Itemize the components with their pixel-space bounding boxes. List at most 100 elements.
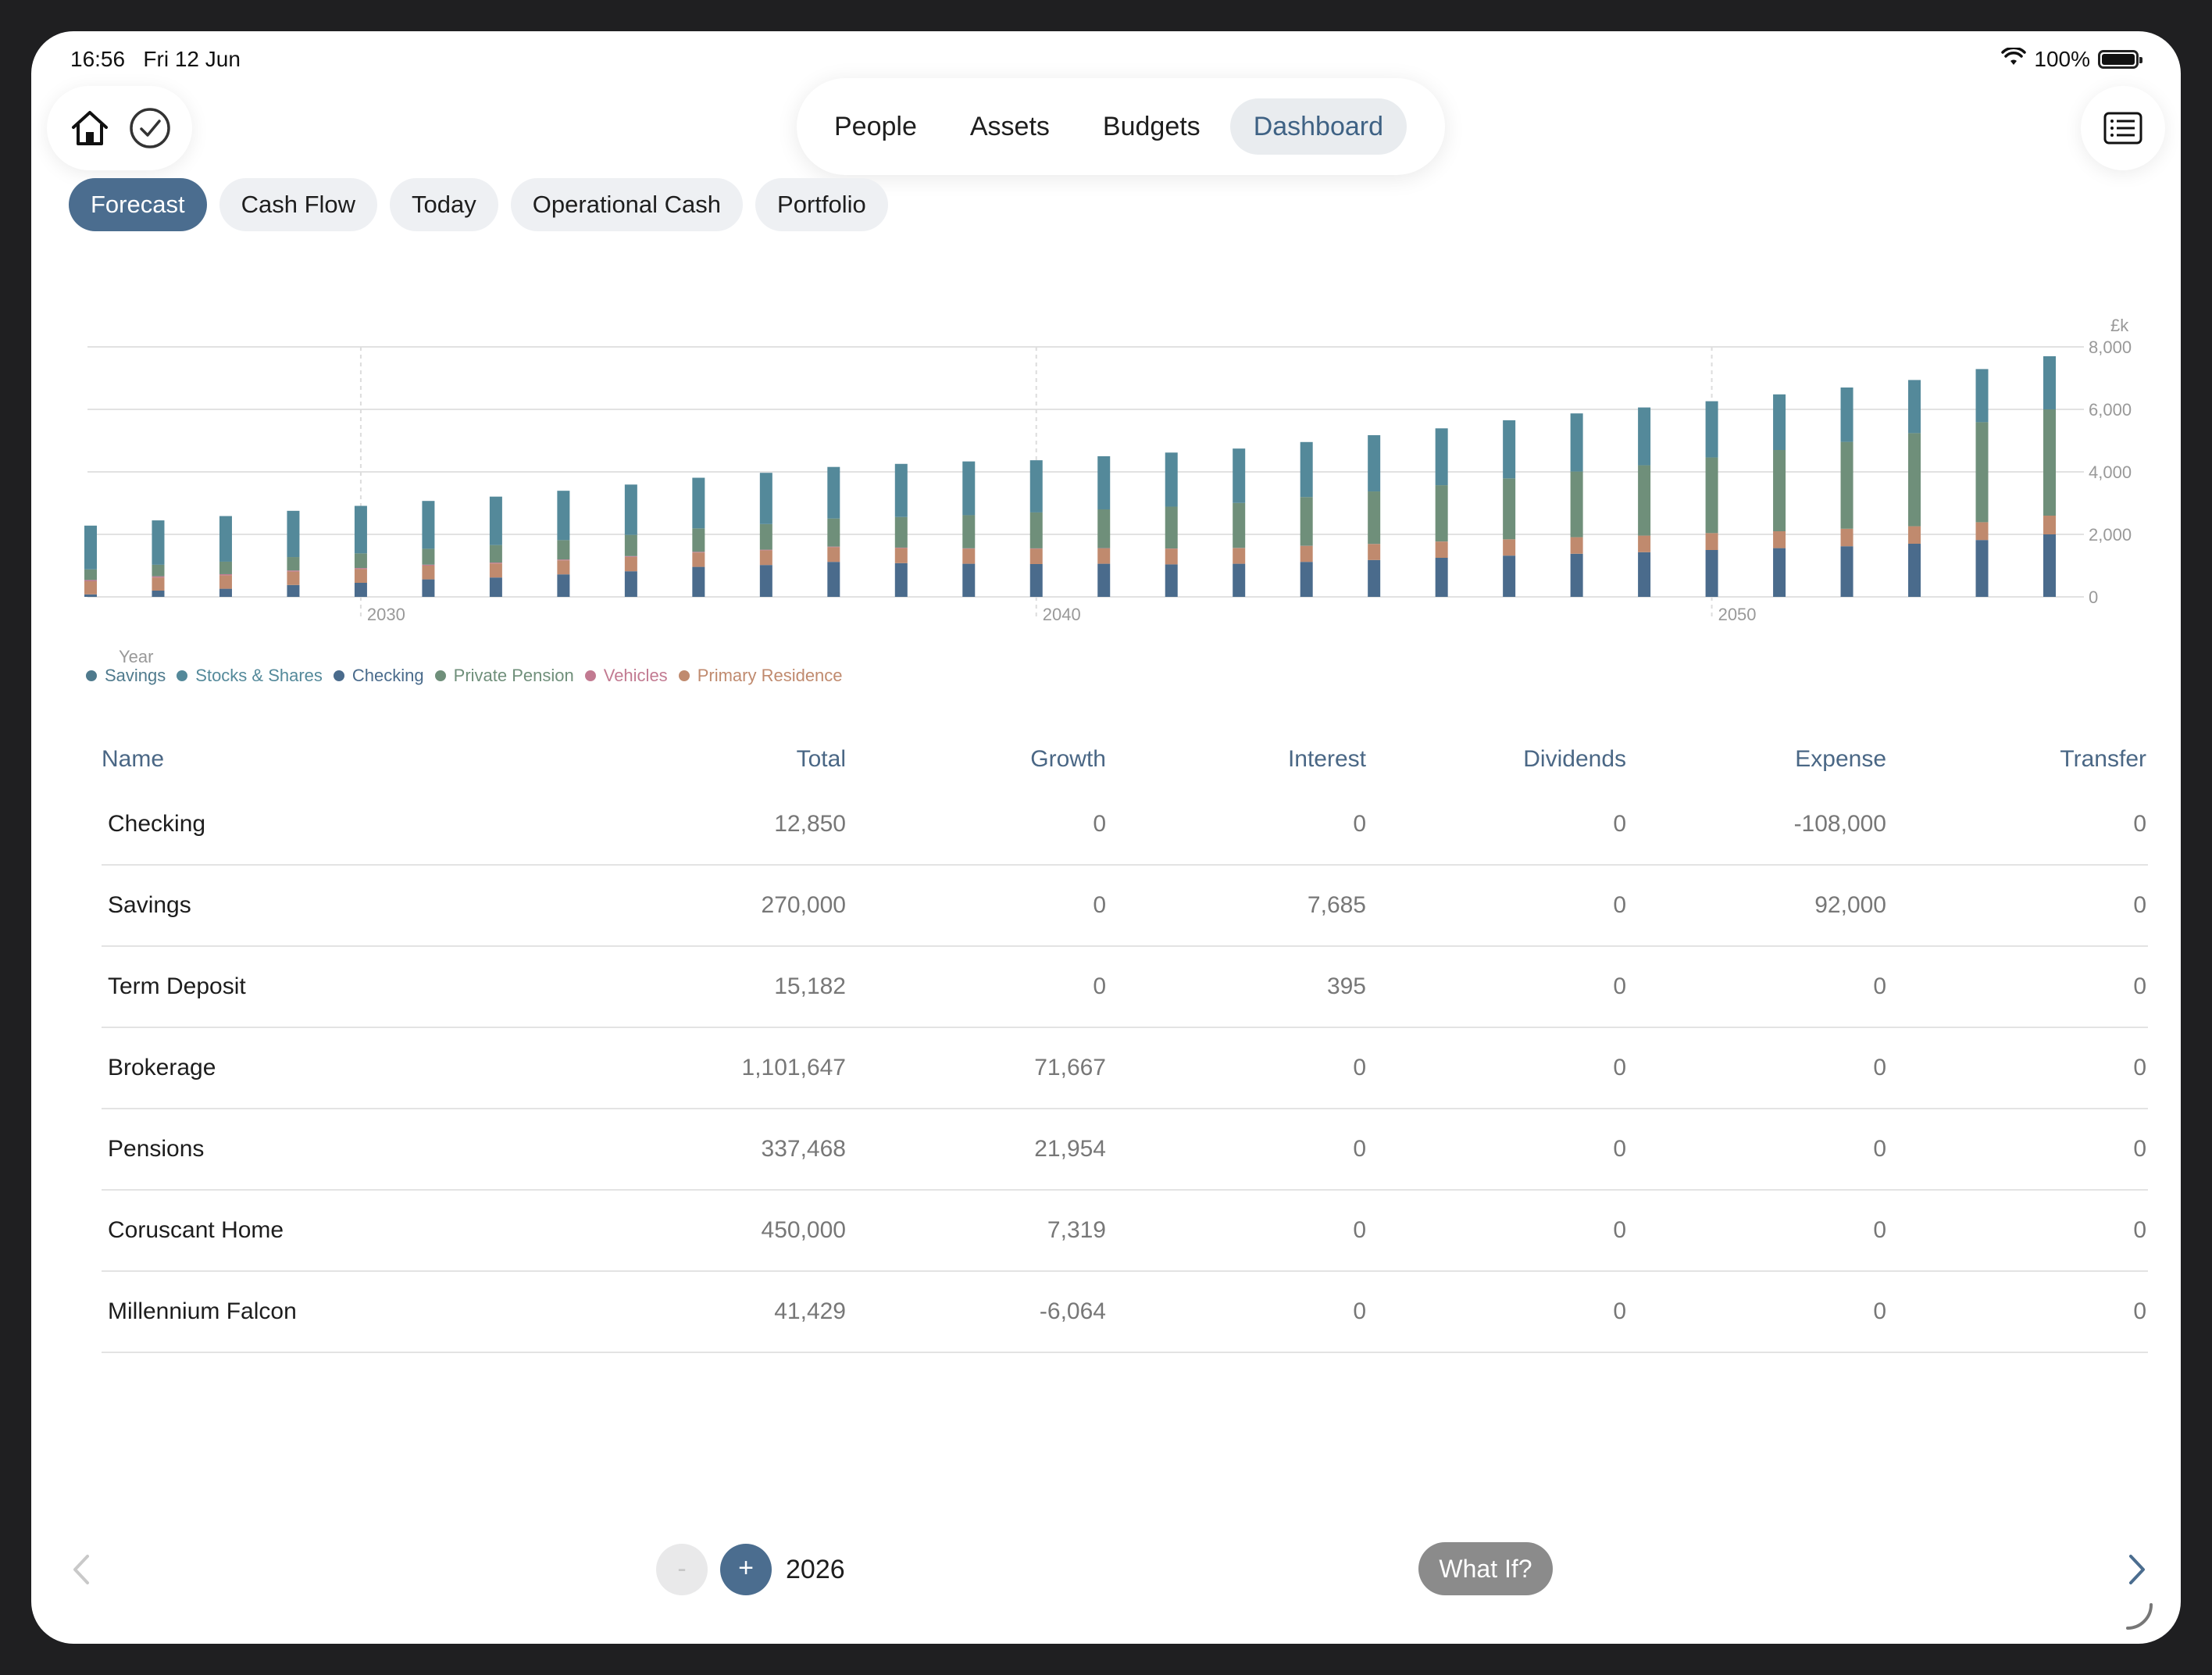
decrement-year-button[interactable]: - bbox=[656, 1544, 708, 1595]
bar-segment-checking bbox=[1097, 563, 1111, 597]
bar-segment-private-pension bbox=[1840, 441, 1853, 529]
bar-segment-private-pension bbox=[894, 516, 908, 548]
checkmark-circle-icon[interactable] bbox=[127, 105, 173, 152]
bar-segment-stocks-shares bbox=[557, 491, 570, 541]
row-value-expense: 0 bbox=[1873, 1055, 1886, 1080]
chevron-right-icon[interactable] bbox=[2117, 1550, 2156, 1589]
table-row[interactable]: Millennium Falcon 41,429 -6,064 0 0 0 0 bbox=[102, 1272, 2148, 1353]
home-icon[interactable] bbox=[66, 105, 113, 152]
bar-segment-vehicles bbox=[354, 568, 367, 570]
legend-item[interactable]: Primary Residence bbox=[678, 666, 843, 686]
subtab-forecast[interactable]: Forecast bbox=[69, 178, 207, 231]
increment-year-button[interactable]: + bbox=[720, 1544, 772, 1595]
row-value-dividends: 0 bbox=[1613, 1136, 1626, 1162]
list-icon bbox=[2103, 112, 2142, 145]
bar-segment-private-pension bbox=[624, 534, 637, 556]
row-name: Millennium Falcon bbox=[108, 1298, 297, 1324]
header-growth[interactable]: Growth bbox=[1030, 746, 1106, 772]
bar-segment-primary-residence bbox=[1908, 526, 1921, 544]
row-value-expense: 0 bbox=[1873, 973, 1886, 999]
subtab-today[interactable]: Today bbox=[390, 178, 498, 231]
bar-segment-checking bbox=[489, 577, 502, 597]
table-row[interactable]: Pensions 337,468 21,954 0 0 0 0 bbox=[102, 1109, 2148, 1191]
bar-segment-vehicles bbox=[962, 548, 976, 549]
bar-segment-private-pension bbox=[1029, 512, 1043, 548]
y-tick-label: 8,000 bbox=[2089, 338, 2132, 357]
table-row[interactable]: Checking 12,850 0 0 0 -108,000 0 bbox=[102, 784, 2148, 866]
list-menu-button[interactable] bbox=[2081, 86, 2165, 170]
bar-segment-primary-residence bbox=[152, 577, 165, 591]
tab-people[interactable]: People bbox=[834, 112, 917, 141]
table-row[interactable]: Coruscant Home 450,000 7,319 0 0 0 0 bbox=[102, 1191, 2148, 1272]
header-dividends[interactable]: Dividends bbox=[1523, 746, 1626, 772]
bar-segment-private-pension bbox=[1638, 465, 1651, 536]
bar-segment-stocks-shares bbox=[152, 520, 165, 565]
row-value-transfer: 0 bbox=[2133, 892, 2146, 918]
tab-assets[interactable]: Assets bbox=[969, 112, 1050, 141]
chevron-left-icon[interactable] bbox=[62, 1550, 102, 1589]
bar-segment-private-pension bbox=[759, 523, 772, 550]
bar-segment-stocks-shares bbox=[759, 473, 772, 524]
resize-handle-icon bbox=[2123, 1602, 2154, 1633]
bar-segment-checking bbox=[1773, 548, 1786, 597]
legend-swatch bbox=[86, 670, 97, 681]
row-value-expense: 0 bbox=[1873, 1136, 1886, 1162]
legend-item[interactable]: Vehicles bbox=[584, 666, 668, 686]
header-expense[interactable]: Expense bbox=[1795, 746, 1886, 772]
table-row[interactable]: Savings 270,000 0 7,685 0 92,000 0 bbox=[102, 866, 2148, 947]
row-value-interest: 0 bbox=[1353, 811, 1366, 837]
bar-segment-vehicles bbox=[624, 555, 637, 557]
bar-segment-primary-residence bbox=[1503, 539, 1516, 556]
bar-segment-checking bbox=[1368, 559, 1381, 597]
header-transfer[interactable]: Transfer bbox=[2060, 746, 2146, 772]
row-value-interest: 395 bbox=[1326, 973, 1366, 999]
what-if-button[interactable]: What If? bbox=[1418, 1542, 1553, 1595]
status-date: Fri 12 Jun bbox=[143, 47, 241, 71]
legend-item[interactable]: Stocks & Shares bbox=[177, 666, 323, 686]
header-total[interactable]: Total bbox=[796, 746, 846, 772]
bar-segment-checking bbox=[827, 562, 840, 597]
tab-dashboard[interactable]: Dashboard bbox=[1229, 98, 1407, 155]
forecast-table: Name Total Growth Interest Dividends Exp… bbox=[102, 734, 2148, 1353]
row-name: Savings bbox=[108, 892, 191, 918]
table-row[interactable]: Brokerage 1,101,647 71,667 0 0 0 0 bbox=[102, 1028, 2148, 1109]
subtab-portfolio[interactable]: Portfolio bbox=[755, 178, 888, 231]
row-value-growth: 0 bbox=[1093, 811, 1106, 837]
bar-segment-checking bbox=[557, 574, 570, 597]
bar-segment-checking bbox=[422, 579, 435, 597]
legend-swatch bbox=[584, 670, 596, 681]
bar-segment-vehicles bbox=[489, 562, 502, 564]
tab-budgets[interactable]: Budgets bbox=[1102, 112, 1201, 141]
row-name: Term Deposit bbox=[108, 973, 246, 999]
header-interest[interactable]: Interest bbox=[1287, 746, 1366, 772]
table-row[interactable]: Term Deposit 15,182 0 395 0 0 0 bbox=[102, 947, 2148, 1028]
row-value-growth: 7,319 bbox=[1047, 1217, 1106, 1243]
bar-segment-stocks-shares bbox=[1503, 420, 1516, 479]
row-value-dividends: 0 bbox=[1613, 1217, 1626, 1243]
legend-label: Vehicles bbox=[603, 666, 668, 685]
bar-segment-primary-residence bbox=[1233, 548, 1246, 564]
row-value-total: 12,850 bbox=[774, 811, 846, 837]
bar-segment-checking bbox=[1908, 544, 1921, 597]
footer-bar: - + 2026 What If? bbox=[31, 1531, 2181, 1609]
legend-item[interactable]: Private Pension bbox=[434, 666, 574, 686]
subtab-cash-flow[interactable]: Cash Flow bbox=[219, 178, 378, 231]
bar-segment-checking bbox=[962, 563, 976, 597]
bar-segment-primary-residence bbox=[1435, 541, 1448, 558]
bar-segment-private-pension bbox=[1908, 433, 1921, 527]
header-name[interactable]: Name bbox=[102, 746, 165, 772]
bar-segment-private-pension bbox=[1570, 471, 1583, 538]
legend-item[interactable]: Savings bbox=[86, 666, 166, 686]
bar-segment-primary-residence bbox=[894, 548, 908, 563]
bar-segment-private-pension bbox=[287, 557, 300, 571]
bar-segment-primary-residence bbox=[1975, 522, 1989, 541]
bar-segment-vehicles bbox=[557, 559, 570, 561]
row-value-transfer: 0 bbox=[2133, 973, 2146, 999]
row-value-transfer: 0 bbox=[2133, 1217, 2146, 1243]
bar-segment-private-pension bbox=[1097, 509, 1111, 548]
bar-segment-private-pension bbox=[1975, 422, 1989, 523]
legend-item[interactable]: Checking bbox=[333, 666, 424, 686]
bar-segment-stocks-shares bbox=[1300, 441, 1313, 498]
row-value-growth: 21,954 bbox=[1034, 1136, 1106, 1162]
subtab-operational-cash[interactable]: Operational Cash bbox=[510, 178, 744, 231]
